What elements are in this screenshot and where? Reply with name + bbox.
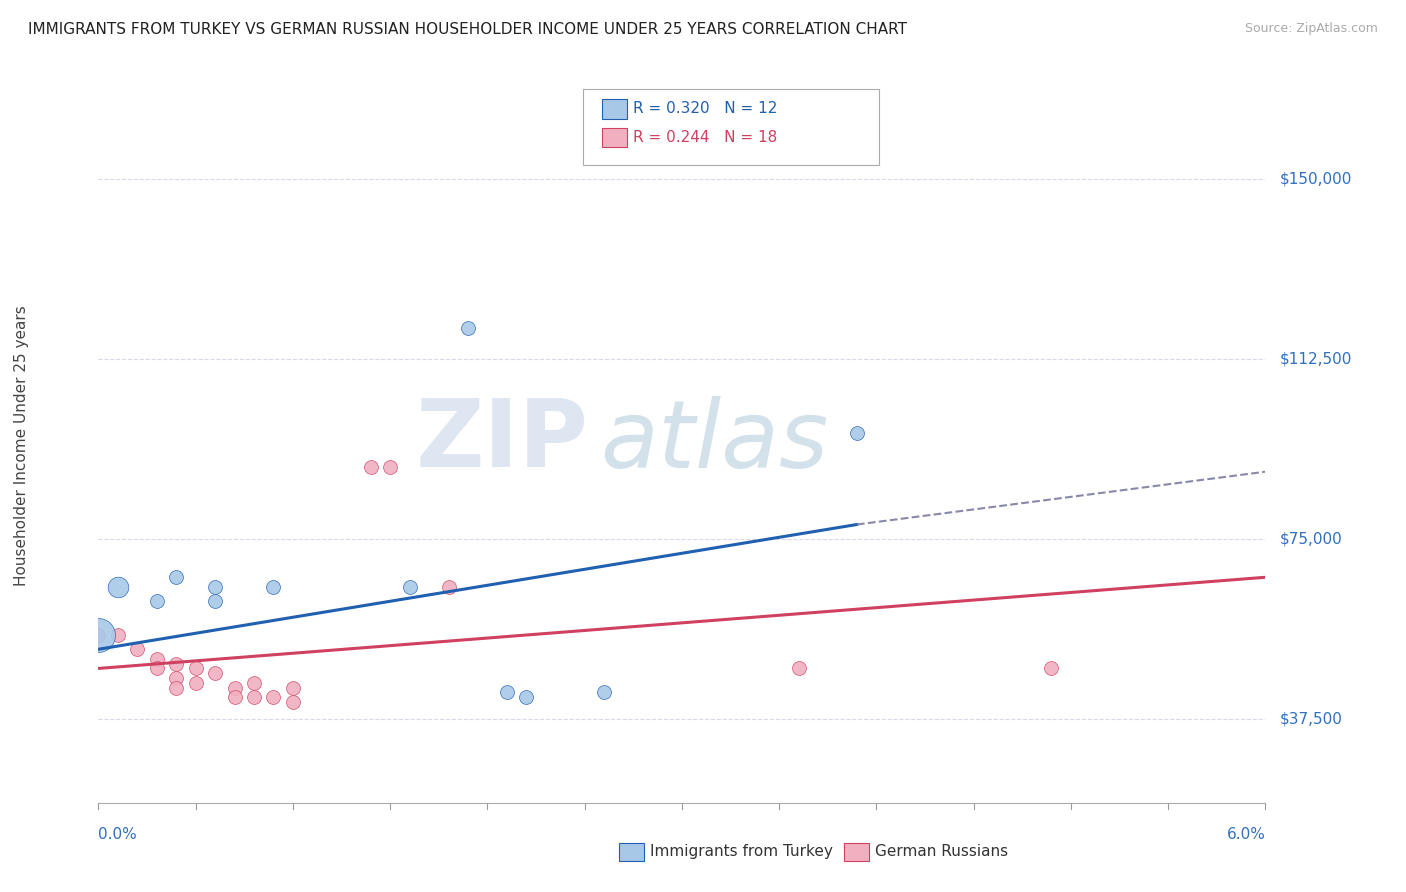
Point [398,580,420,594]
Point [224,690,246,705]
Point [360,459,382,474]
Text: $37,500: $37,500 [1279,711,1343,726]
Point [243,676,266,690]
Point [165,681,187,695]
Text: Householder Income Under 25 years: Householder Income Under 25 years [14,306,28,586]
Point [165,570,187,584]
Point [457,320,479,334]
Point [437,580,460,594]
Point [107,580,129,594]
Point [204,594,226,608]
Text: 0.0%: 0.0% [98,827,138,842]
Point [87,628,110,642]
Point [204,580,226,594]
Point [1040,661,1063,675]
Text: IMMIGRANTS FROM TURKEY VS GERMAN RUSSIAN HOUSEHOLDER INCOME UNDER 25 YEARS CORRE: IMMIGRANTS FROM TURKEY VS GERMAN RUSSIAN… [28,22,907,37]
Point [262,690,284,705]
Point [281,681,304,695]
Point [165,657,187,671]
Text: $112,500: $112,500 [1279,351,1351,367]
Point [243,690,266,705]
Point [515,690,537,705]
Point [146,661,169,675]
Point [593,685,616,699]
Text: $75,000: $75,000 [1279,532,1343,547]
Text: Immigrants from Turkey: Immigrants from Turkey [650,845,832,859]
Text: German Russians: German Russians [875,845,1008,859]
Text: 6.0%: 6.0% [1226,827,1265,842]
Text: R = 0.244   N = 18: R = 0.244 N = 18 [633,130,778,145]
Point [787,661,810,675]
Point [146,594,169,608]
Point [165,671,187,685]
Point [127,642,149,657]
Text: $150,000: $150,000 [1279,171,1351,186]
Point [184,676,207,690]
Point [146,652,169,666]
Point [845,426,868,441]
Point [87,628,110,642]
Point [204,666,226,681]
Point [378,459,402,474]
Point [281,695,304,709]
Point [184,661,207,675]
Point [224,681,246,695]
Text: Source: ZipAtlas.com: Source: ZipAtlas.com [1244,22,1378,36]
Text: ZIP: ZIP [416,395,589,487]
Point [107,628,129,642]
Text: atlas: atlas [600,395,828,486]
Point [496,685,519,699]
Text: R = 0.320   N = 12: R = 0.320 N = 12 [633,102,778,116]
Point [262,580,284,594]
